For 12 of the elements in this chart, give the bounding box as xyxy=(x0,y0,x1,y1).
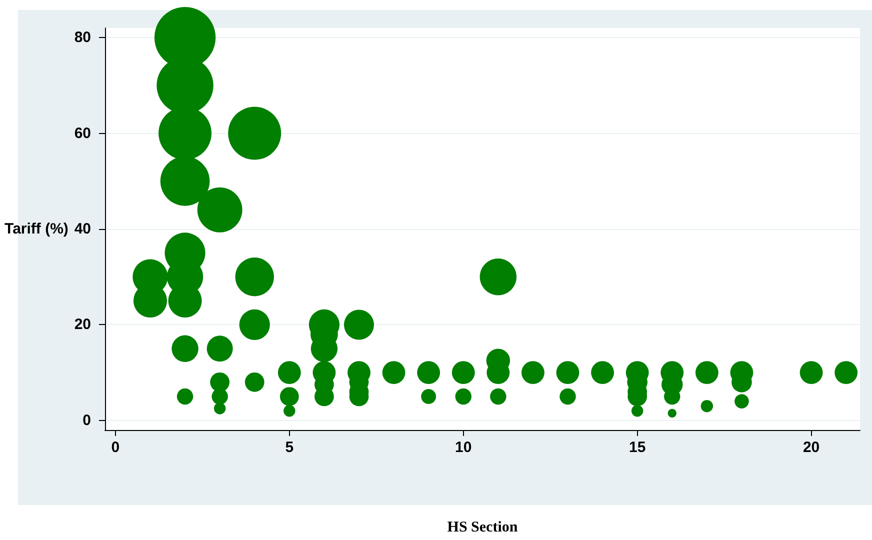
y-axis-title: Tariff (%) xyxy=(4,220,68,238)
x-tick-label: 0 xyxy=(111,439,120,456)
x-tick-label: 10 xyxy=(455,439,472,456)
y-tick-label: 60 xyxy=(74,124,91,142)
y-tick-label: 0 xyxy=(82,412,91,429)
y-tick-label: 80 xyxy=(74,29,91,46)
y-tick-label: 20 xyxy=(74,316,91,334)
x-tick-label: 5 xyxy=(285,439,294,456)
x-axis-title: HS Section xyxy=(447,520,518,536)
x-tick-label: 20 xyxy=(802,439,820,456)
y-tick-label: 40 xyxy=(74,220,91,238)
x-tick-label: 15 xyxy=(628,439,646,456)
